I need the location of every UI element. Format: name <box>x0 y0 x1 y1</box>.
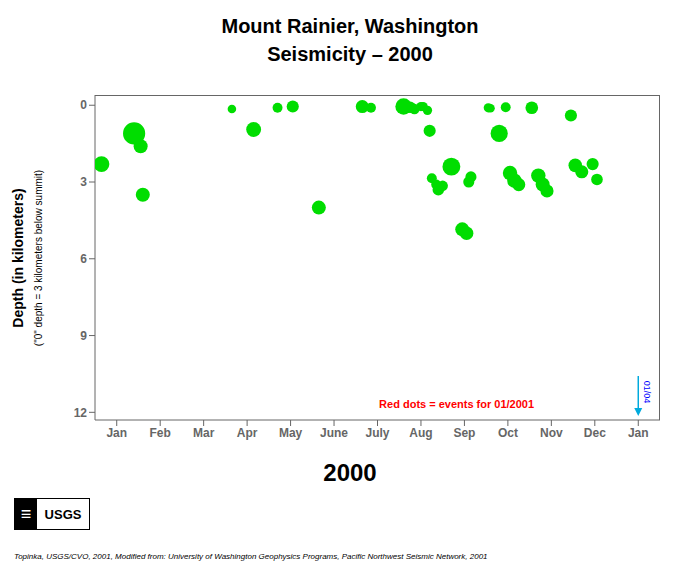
svg-text:Oct: Oct <box>498 426 518 440</box>
html-text:2000: 2000 <box>323 459 377 486</box>
svg-text:6: 6 <box>80 252 87 266</box>
svg-text:Sep: Sep <box>453 426 475 440</box>
html-text:USGS: USGS <box>44 506 82 522</box>
svg-text:Dec: Dec <box>584 426 606 440</box>
svg-text:Aug: Aug <box>409 426 432 440</box>
svg-text:9: 9 <box>80 329 87 343</box>
svg-text:May: May <box>279 426 303 440</box>
svg-text:Jan: Jan <box>106 426 127 440</box>
html-text:Mount Rainier, Washington: Mount Rainier, Washington <box>221 15 479 37</box>
html-text:Red dots = events for 01/2001: Red dots = events for 01/2001 <box>379 398 535 410</box>
svg-text:July: July <box>365 426 389 440</box>
svg-text:0: 0 <box>80 98 87 112</box>
svg-text:Jan: Jan <box>628 426 649 440</box>
svg-text:01/04: 01/04 <box>642 381 652 404</box>
svg-text:Mar: Mar <box>193 426 215 440</box>
svg-text:3: 3 <box>80 175 87 189</box>
svg-text:June: June <box>320 426 348 440</box>
svg-text:12: 12 <box>74 406 88 420</box>
html-text:("0" depth = 3 kilometers belo: ("0" depth = 3 kilometers below summit) <box>32 169 44 346</box>
svg-text:Nov: Nov <box>540 426 563 440</box>
svg-text:Apr: Apr <box>237 426 258 440</box>
svg-text:Feb: Feb <box>150 426 171 440</box>
html-text:Depth (in kilometers): Depth (in kilometers) <box>10 187 26 328</box>
html-text:Topinka, USGS/CVO, 2001, Modif: Topinka, USGS/CVO, 2001, Modified from: … <box>14 552 488 561</box>
html-text:Seismicity – 2000: Seismicity – 2000 <box>267 43 433 65</box>
